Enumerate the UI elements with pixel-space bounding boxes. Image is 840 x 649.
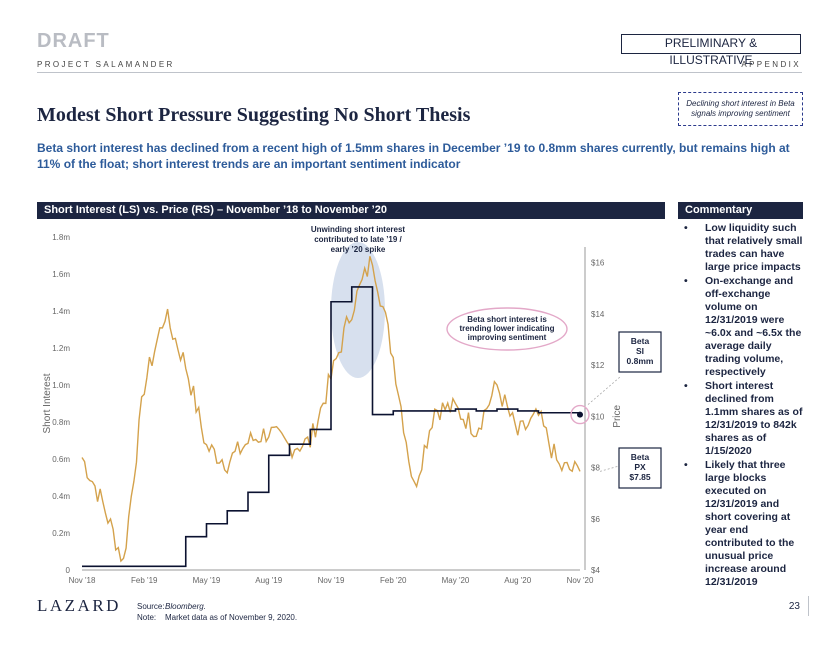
sentiment-callout: Declining short interest in Beta signals… [678, 92, 803, 126]
x-tick-label: Aug '19 [255, 576, 282, 585]
x-tick-label: Feb '19 [131, 576, 158, 585]
right-axis-title: Price [612, 404, 623, 427]
spike-annotation: Unwinding short interest contributed to l… [311, 225, 406, 254]
x-tick-label: Nov '20 [567, 576, 594, 585]
lazard-logo: LAZARD [37, 596, 121, 615]
chart-header: Short Interest (LS) vs. Price (RS) – Nov… [37, 202, 665, 219]
header-divider [37, 72, 802, 73]
draft-label: DRAFT [37, 30, 110, 52]
trend-annotation: Beta short interest is trending lower ind… [459, 315, 554, 342]
right-tick-label: $10 [591, 412, 605, 421]
left-tick-label: 1.6m [52, 270, 70, 279]
page-number: 23 [788, 601, 800, 612]
left-tick-label: 0.8m [52, 418, 70, 427]
px-label-line: PX [634, 462, 646, 472]
si-endpoint-marker [577, 411, 583, 418]
trend-annotation-line: trending lower indicating [459, 324, 554, 333]
commentary-item: • Likely that three large blocks executed… [684, 459, 795, 588]
left-tick-label: 1.2m [52, 344, 70, 353]
trend-annotation-line: Beta short interest is [467, 315, 547, 324]
preliminary-badge: PRELIMINARY & ILLUSTRATIVE [621, 34, 801, 67]
si-leader-line [587, 376, 621, 405]
x-tick-label: Aug '20 [504, 576, 531, 585]
x-tick-label: Feb '20 [380, 576, 407, 585]
x-tick-label: Nov '18 [69, 576, 96, 585]
spike-annotation-line: early ’20 spike [331, 245, 386, 254]
px-leader-line [599, 465, 620, 472]
page-title: Modest Short Pressure Suggesting No Shor… [37, 104, 471, 126]
right-tick-label: $16 [591, 259, 605, 268]
left-tick-label: 1.4m [52, 307, 70, 316]
si-label-line: SI [636, 346, 644, 356]
source-note: Source:Bloomberg. Note: Market data as of… [137, 602, 298, 622]
commentary-item: • On-exchange and off-exchange volume on … [684, 275, 802, 378]
left-axis-title: Short Interest [42, 373, 53, 433]
right-tick-label: $12 [591, 361, 605, 370]
project-name: PROJECT SALAMANDER [37, 60, 175, 69]
trend-callout-ellipse [446, 307, 568, 351]
si-endpoint-highlight [570, 404, 590, 425]
px-label-box [618, 447, 662, 489]
si-label-line: Beta [631, 336, 650, 346]
page-divider [808, 596, 809, 616]
x-tick-label: May '19 [193, 576, 221, 585]
left-tick-label: 0 [66, 566, 71, 575]
left-tick-label: 0.6m [52, 455, 70, 464]
spike-highlight-ellipse [330, 242, 385, 378]
short-interest-series-line [82, 286, 581, 568]
commentary-header: Commentary [678, 202, 803, 219]
spike-annotation-line: Unwinding short interest [311, 225, 406, 234]
left-tick-label: 0.4m [52, 492, 70, 501]
right-tick-label: $14 [591, 310, 605, 319]
si-label-box [618, 331, 662, 373]
x-tick-label: Nov '19 [318, 576, 345, 585]
right-tick-label: $8 [591, 464, 600, 473]
right-tick-label: $6 [591, 515, 600, 524]
commentary-list: • Low liquidity such that relatively smal… [678, 222, 803, 590]
right-tick-label: $4 [591, 566, 600, 575]
section-label: APPENDIX [741, 60, 801, 69]
spike-annotation-line: contributed to late ’19 / [314, 235, 402, 244]
x-tick-label: May '20 [442, 576, 470, 585]
px-label-line: Beta [631, 452, 650, 462]
px-label-line: $7.85 [629, 472, 651, 482]
commentary-item: • Low liquidity such that relatively smal… [684, 222, 803, 273]
commentary-item: • Short interest declined from 1.1mm shar… [684, 380, 803, 457]
px-label-text: Beta PX $7.85 [629, 452, 651, 482]
left-tick-label: 1.0m [52, 381, 70, 390]
trend-annotation-line: improving sentiment [468, 333, 547, 342]
left-tick-label: 1.8m [52, 233, 70, 242]
si-label-text: Beta SI 0.8mm [627, 336, 654, 366]
left-tick-label: 0.2m [52, 529, 70, 538]
page-subtitle: Beta short interest has declined from a … [37, 141, 790, 171]
si-label-line: 0.8mm [627, 356, 654, 366]
